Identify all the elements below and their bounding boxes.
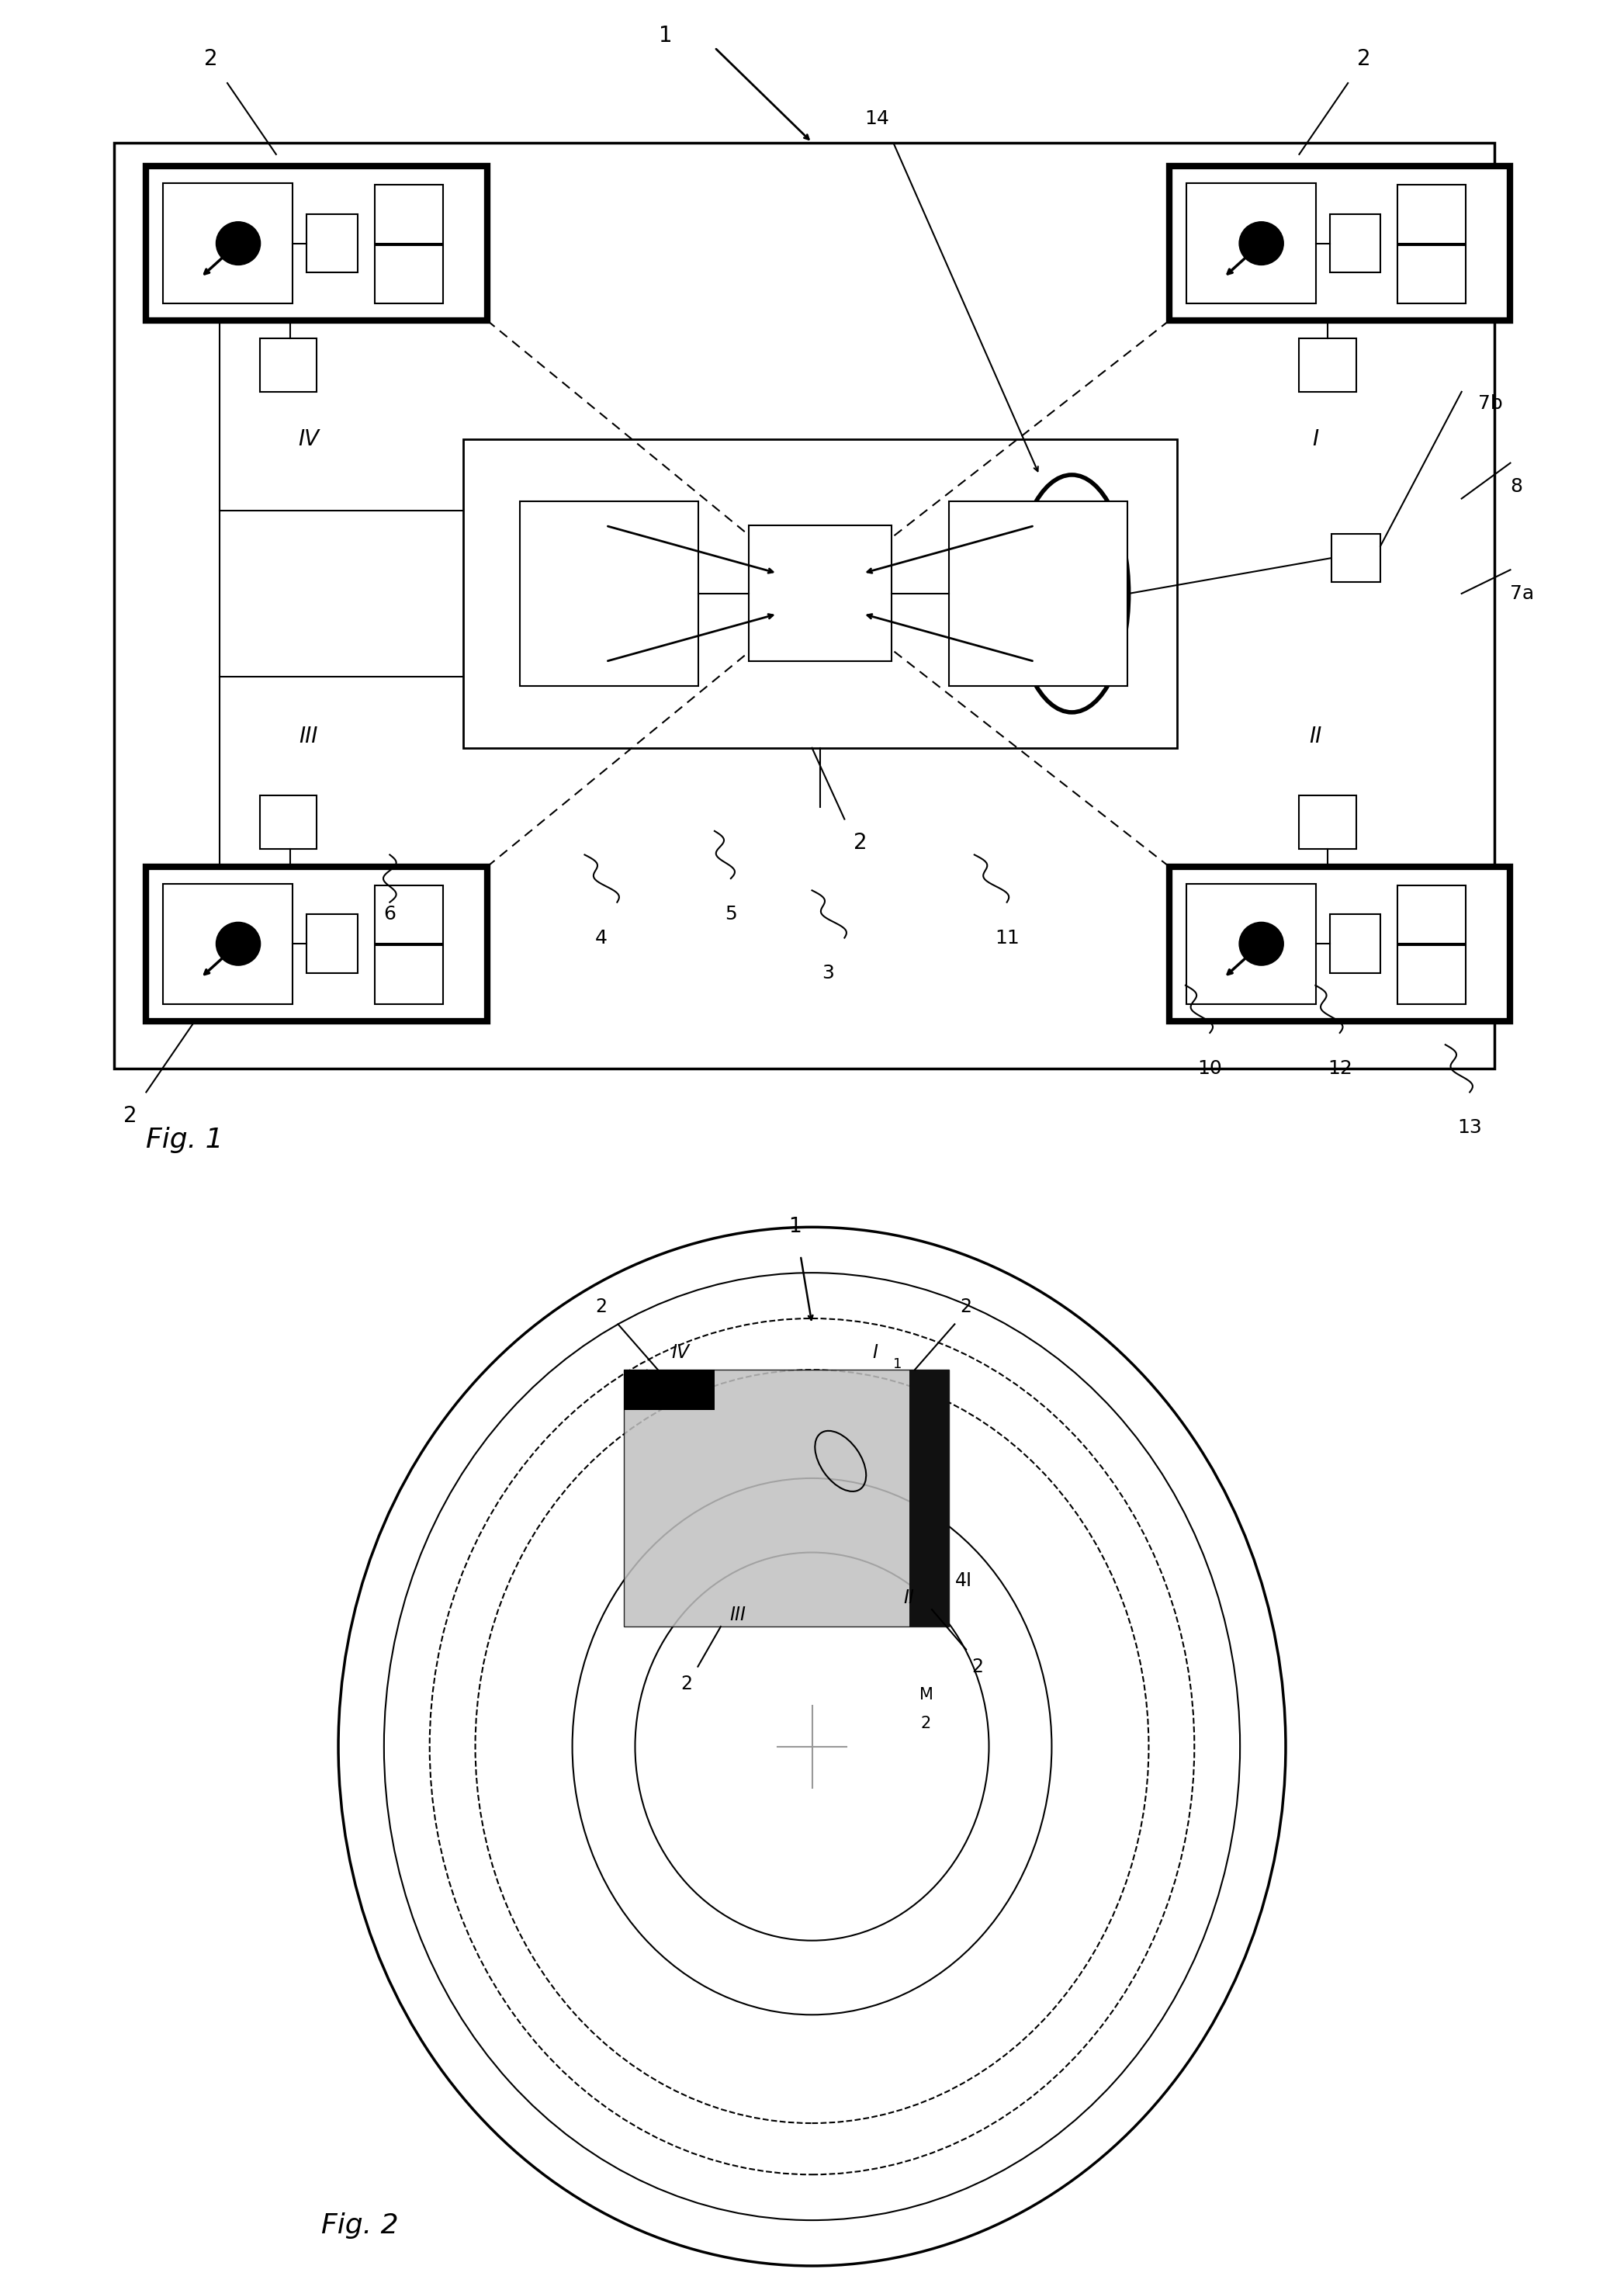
Text: 3: 3 (822, 963, 835, 982)
Bar (260, 794, 317, 849)
Bar (1398, 244, 1466, 304)
Bar (948, 500, 1127, 687)
Text: 2: 2 (594, 1297, 607, 1317)
Text: 1: 1 (788, 1217, 801, 1237)
Bar (1169, 868, 1510, 1021)
Text: 2: 2 (123, 1105, 136, 1128)
Bar (146, 868, 487, 1021)
Ellipse shape (216, 221, 260, 265)
Bar (1398, 945, 1466, 1005)
Bar (520, 500, 698, 687)
Bar (463, 438, 1177, 749)
Text: IV: IV (672, 1342, 690, 1363)
Bar (749, 525, 892, 662)
Text: Fig. 2: Fig. 2 (322, 2212, 398, 2240)
Text: 11: 11 (994, 929, 1020, 947)
Bar (1186, 884, 1315, 1005)
Bar (375, 886, 443, 943)
Bar (375, 945, 443, 1005)
Bar (146, 167, 487, 320)
Text: 14: 14 (864, 110, 890, 128)
Ellipse shape (216, 922, 260, 966)
Text: 1: 1 (659, 25, 672, 46)
Text: IV: IV (299, 429, 318, 450)
Text: I: I (872, 1342, 877, 1363)
Text: 8: 8 (1510, 477, 1523, 495)
Text: 1: 1 (893, 1356, 901, 1372)
Bar (909, 1370, 948, 1625)
Bar (1330, 215, 1380, 272)
Text: M: M (919, 1687, 934, 1703)
Ellipse shape (1015, 475, 1129, 712)
Bar (1398, 185, 1466, 244)
Bar (260, 338, 317, 393)
Text: III: III (299, 726, 318, 747)
Text: I: I (1312, 429, 1319, 450)
Text: 12: 12 (1327, 1059, 1353, 1078)
Text: 2: 2 (921, 1717, 931, 1731)
Text: 2: 2 (1358, 48, 1371, 71)
Ellipse shape (1239, 221, 1283, 265)
Bar (624, 1370, 948, 1625)
Text: 2: 2 (854, 831, 867, 854)
Text: 7b: 7b (1478, 395, 1502, 413)
Text: 5: 5 (724, 904, 737, 922)
Bar (1186, 183, 1315, 304)
Bar (375, 185, 443, 244)
Text: II: II (1309, 726, 1322, 747)
Bar (1299, 338, 1356, 393)
Bar (1332, 534, 1380, 582)
Bar (162, 884, 292, 1005)
Bar (375, 244, 443, 304)
Bar (1169, 167, 1510, 320)
Text: II: II (903, 1589, 914, 1607)
Text: Fig. 1: Fig. 1 (146, 1126, 224, 1153)
Bar (307, 215, 357, 272)
Text: 7a: 7a (1510, 584, 1535, 603)
Text: 2: 2 (205, 48, 218, 71)
Bar (624, 1370, 715, 1409)
Text: 2: 2 (680, 1673, 692, 1694)
Bar (114, 142, 1494, 1068)
Text: III: III (729, 1605, 745, 1625)
Text: 4I: 4I (955, 1571, 971, 1591)
Text: 4: 4 (594, 929, 607, 947)
Text: 13: 13 (1457, 1119, 1483, 1137)
Bar (1398, 886, 1466, 943)
Text: 10: 10 (1197, 1059, 1223, 1078)
Text: 2: 2 (960, 1297, 971, 1317)
Text: 6: 6 (383, 904, 396, 922)
Text: 2: 2 (971, 1657, 983, 1676)
Bar (1299, 794, 1356, 849)
Bar (307, 915, 357, 973)
Bar (162, 183, 292, 304)
Bar (1330, 915, 1380, 973)
Ellipse shape (1239, 922, 1283, 966)
